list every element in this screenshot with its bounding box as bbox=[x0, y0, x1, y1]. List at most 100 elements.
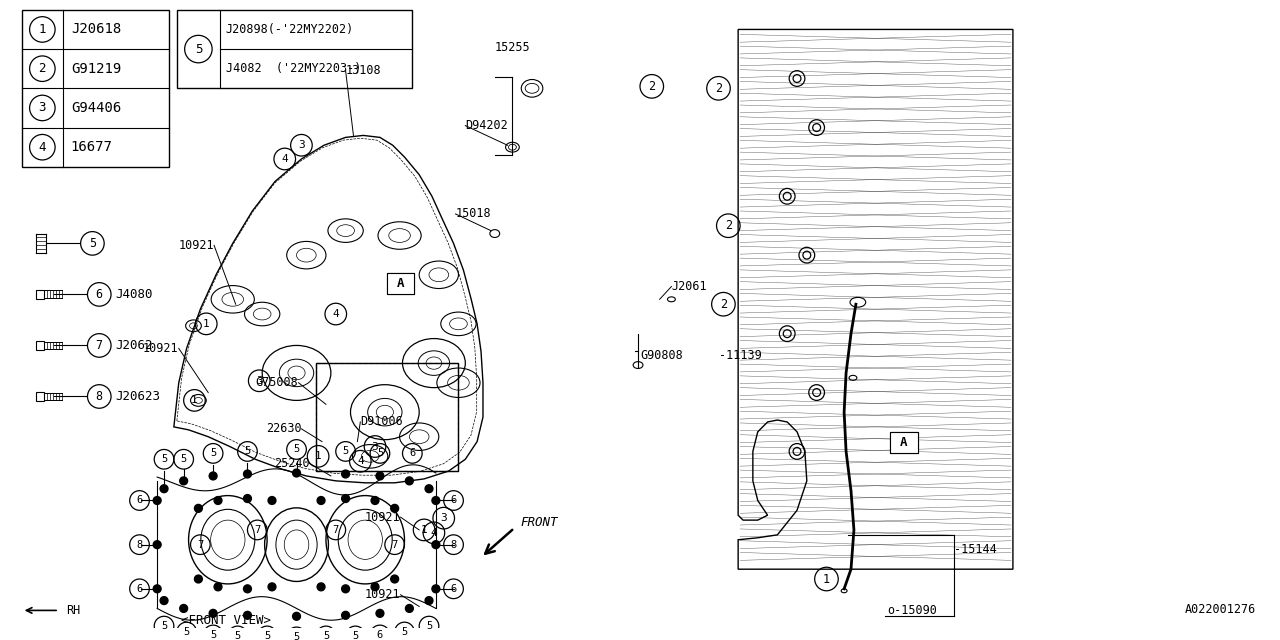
Text: G91219: G91219 bbox=[70, 61, 122, 76]
Circle shape bbox=[154, 541, 161, 548]
Text: 8: 8 bbox=[451, 540, 457, 550]
Circle shape bbox=[243, 495, 251, 502]
Text: 3: 3 bbox=[298, 140, 305, 150]
Text: 8: 8 bbox=[137, 540, 142, 550]
Circle shape bbox=[214, 497, 221, 504]
Bar bbox=[36, 289, 45, 300]
Circle shape bbox=[243, 611, 251, 620]
Text: G90808: G90808 bbox=[640, 349, 682, 362]
Text: 22630: 22630 bbox=[266, 422, 301, 435]
Text: J20618: J20618 bbox=[70, 22, 122, 36]
Text: 5: 5 bbox=[161, 621, 168, 631]
Text: 7: 7 bbox=[333, 525, 339, 535]
Circle shape bbox=[371, 497, 379, 504]
Text: 5: 5 bbox=[180, 454, 187, 464]
Text: 5: 5 bbox=[376, 449, 383, 458]
Bar bbox=[177, 10, 412, 88]
Circle shape bbox=[268, 497, 276, 504]
Text: FRONT: FRONT bbox=[520, 516, 558, 529]
Bar bbox=[22, 10, 169, 167]
Text: 3: 3 bbox=[256, 376, 262, 386]
Circle shape bbox=[431, 497, 440, 504]
Circle shape bbox=[376, 472, 384, 480]
Circle shape bbox=[154, 585, 161, 593]
Text: A022001276: A022001276 bbox=[1185, 604, 1256, 616]
Circle shape bbox=[209, 472, 218, 480]
Circle shape bbox=[293, 469, 301, 477]
Text: 5: 5 bbox=[402, 627, 407, 637]
Text: 5: 5 bbox=[264, 631, 270, 640]
Text: 5: 5 bbox=[210, 449, 216, 458]
Text: 3: 3 bbox=[371, 442, 379, 451]
Text: A: A bbox=[397, 277, 404, 290]
Circle shape bbox=[371, 583, 379, 591]
Text: 5: 5 bbox=[426, 621, 433, 631]
Text: 5: 5 bbox=[343, 447, 348, 456]
Bar bbox=[891, 432, 918, 453]
Bar bbox=[387, 273, 415, 294]
Circle shape bbox=[195, 575, 202, 583]
Circle shape bbox=[342, 611, 349, 620]
Text: 1: 1 bbox=[823, 573, 829, 586]
Text: -15144: -15144 bbox=[954, 543, 997, 556]
Text: 4: 4 bbox=[357, 456, 364, 466]
Text: 5: 5 bbox=[293, 632, 300, 640]
Circle shape bbox=[268, 583, 276, 591]
Text: 10921: 10921 bbox=[365, 588, 401, 601]
Bar bbox=[36, 340, 45, 350]
Text: J2062: J2062 bbox=[115, 339, 152, 352]
Circle shape bbox=[342, 470, 349, 478]
Text: 7: 7 bbox=[96, 339, 102, 352]
Text: 16677: 16677 bbox=[70, 140, 113, 154]
Text: 25240: 25240 bbox=[274, 457, 310, 470]
Text: 6: 6 bbox=[137, 584, 142, 594]
Circle shape bbox=[160, 596, 168, 605]
Text: RH: RH bbox=[65, 604, 81, 617]
Text: 4: 4 bbox=[38, 141, 46, 154]
Text: 7: 7 bbox=[392, 540, 398, 550]
Text: A: A bbox=[900, 436, 908, 449]
Text: J2061: J2061 bbox=[672, 280, 707, 293]
Text: 2: 2 bbox=[38, 62, 46, 75]
Circle shape bbox=[209, 609, 218, 617]
Text: 5: 5 bbox=[210, 630, 216, 640]
Text: 4: 4 bbox=[333, 309, 339, 319]
Circle shape bbox=[160, 484, 168, 493]
Text: <FRONT VIEW>: <FRONT VIEW> bbox=[180, 614, 271, 627]
Text: 15018: 15018 bbox=[456, 207, 492, 220]
Text: 5: 5 bbox=[234, 631, 241, 640]
Text: 1: 1 bbox=[202, 319, 210, 329]
Text: 10921: 10921 bbox=[365, 511, 401, 524]
Circle shape bbox=[195, 504, 202, 512]
Text: J4080: J4080 bbox=[115, 288, 152, 301]
Text: 5: 5 bbox=[183, 627, 189, 637]
Text: 6: 6 bbox=[96, 288, 102, 301]
Circle shape bbox=[431, 541, 440, 548]
Text: 4: 4 bbox=[430, 528, 438, 538]
Circle shape bbox=[179, 605, 188, 612]
Text: 6: 6 bbox=[137, 495, 142, 506]
Circle shape bbox=[243, 585, 251, 593]
Text: J20898(-'22MY2202): J20898(-'22MY2202) bbox=[225, 23, 355, 36]
Text: 7: 7 bbox=[197, 540, 204, 550]
Circle shape bbox=[179, 477, 188, 484]
Text: D91006: D91006 bbox=[360, 415, 403, 429]
Text: 1: 1 bbox=[421, 525, 428, 535]
Text: 4: 4 bbox=[282, 154, 288, 164]
Circle shape bbox=[390, 504, 398, 512]
Text: 2: 2 bbox=[724, 220, 732, 232]
Text: 1: 1 bbox=[315, 451, 321, 461]
Text: 1: 1 bbox=[191, 396, 198, 405]
Circle shape bbox=[431, 585, 440, 593]
Text: G75008: G75008 bbox=[256, 376, 298, 389]
Bar bbox=[36, 392, 45, 401]
Circle shape bbox=[342, 495, 349, 502]
Text: -11139: -11139 bbox=[718, 349, 762, 362]
Text: 3: 3 bbox=[440, 513, 447, 523]
Circle shape bbox=[376, 609, 384, 617]
Text: 10921: 10921 bbox=[178, 239, 214, 252]
Circle shape bbox=[214, 583, 221, 591]
Text: 2: 2 bbox=[648, 80, 655, 93]
Circle shape bbox=[406, 605, 413, 612]
Circle shape bbox=[342, 585, 349, 593]
